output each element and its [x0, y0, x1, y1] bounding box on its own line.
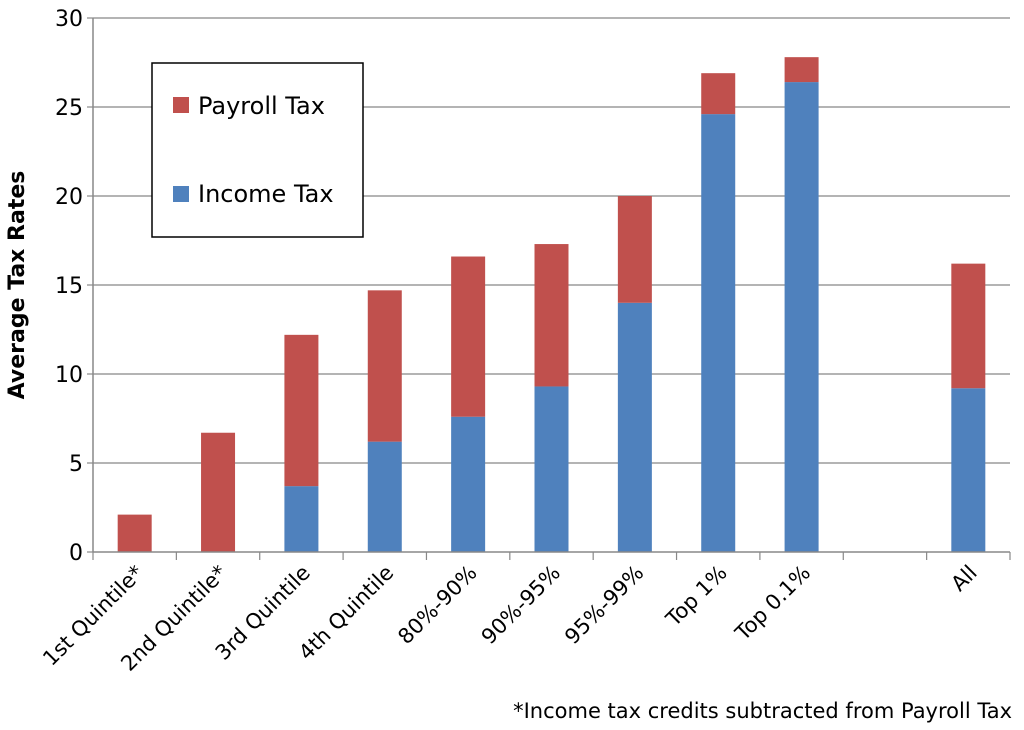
bar-payroll-tax-3rd-quintile	[284, 334, 319, 487]
bar-income-tax-top-1	[701, 114, 736, 553]
y-axis-label: Average Tax Rates	[5, 171, 30, 400]
y-tick-label: 30	[55, 7, 83, 32]
y-tick-label: 10	[55, 363, 83, 388]
x-tick-labels: 1st Quintile*2nd Quintile*3rd Quintile4t…	[38, 561, 982, 676]
y-tick-label: 0	[69, 541, 83, 566]
bar-payroll-tax-90-95	[534, 244, 569, 387]
bar-income-tax-95-99	[617, 302, 652, 552]
y-tick-label: 20	[55, 185, 83, 210]
x-tick-label: 95%-99%	[560, 561, 648, 649]
bar-payroll-tax-top-0-1	[784, 57, 819, 83]
bar-payroll-tax-4th-quintile	[367, 290, 402, 442]
bar-payroll-tax-95-99	[617, 196, 652, 303]
footnote: *Income tax credits subtracted from Payr…	[513, 699, 1012, 723]
legend: Payroll Tax Income Tax	[151, 62, 364, 238]
y-tick-label: 25	[55, 96, 83, 121]
legend-label-payroll-tax: Payroll Tax	[198, 92, 325, 120]
bars	[117, 57, 986, 553]
y-tick-label: 5	[69, 452, 83, 477]
legend-swatch-income-tax	[173, 186, 189, 202]
bar-payroll-tax-2nd-quintile	[201, 432, 236, 552]
x-tick-label: Top 1%	[661, 561, 732, 632]
bar-payroll-tax-top-1	[701, 73, 736, 115]
legend-label-income-tax: Income Tax	[198, 180, 334, 208]
x-tick-label: 80%-90%	[393, 561, 481, 649]
bar-payroll-tax-all	[951, 263, 986, 389]
bar-income-tax-top-0-1	[784, 82, 819, 552]
bar-income-tax-4th-quintile	[367, 441, 402, 552]
x-tick-label: Top 0.1%	[730, 561, 815, 646]
legend-swatch-payroll-tax	[173, 97, 189, 113]
bar-income-tax-3rd-quintile	[284, 486, 319, 552]
bar-payroll-tax-1st-quintile	[117, 514, 152, 552]
bar-income-tax-80-90	[451, 416, 486, 552]
legend-box	[151, 62, 364, 238]
bar-income-tax-all	[951, 388, 986, 552]
bar-income-tax-90-95	[534, 386, 569, 552]
y-tick-label: 15	[55, 274, 83, 299]
bar-payroll-tax-80-90	[451, 256, 486, 417]
y-tick-labels: 0 5 10 15 20 25 30	[55, 7, 93, 566]
x-tick-label: 90%-95%	[477, 561, 565, 649]
x-tick-label: All	[946, 561, 981, 596]
